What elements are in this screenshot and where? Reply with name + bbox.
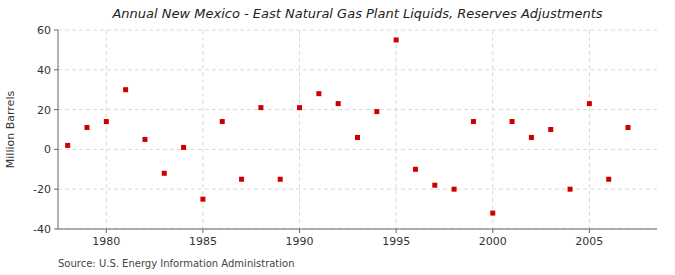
- point: [529, 135, 534, 140]
- x-tick: [396, 229, 397, 233]
- title: Annual New Mexico - East Natural Gas Pla…: [111, 6, 602, 21]
- point: [65, 143, 70, 148]
- point: [606, 177, 611, 182]
- x-tick: [299, 229, 300, 233]
- point: [123, 87, 128, 92]
- y-tick-label: -20: [33, 183, 51, 196]
- y-tick: [54, 149, 58, 150]
- point: [626, 125, 631, 130]
- point: [432, 183, 437, 188]
- y-grid-line: [58, 30, 657, 31]
- points: [65, 37, 630, 215]
- x-tick-label: 1985: [189, 235, 217, 248]
- y-tick: [54, 69, 58, 70]
- point: [471, 119, 476, 124]
- point: [394, 37, 399, 42]
- y-tick: [54, 189, 58, 190]
- point: [84, 125, 89, 130]
- point: [278, 177, 283, 182]
- y-axis-line: [58, 30, 59, 229]
- point: [162, 171, 167, 176]
- point: [181, 145, 186, 150]
- y-tick-label: 60: [37, 24, 51, 37]
- point: [568, 187, 573, 192]
- x-tick-label: 1990: [286, 235, 314, 248]
- point: [490, 211, 495, 216]
- y-grid-line: [58, 149, 657, 150]
- point: [258, 105, 263, 110]
- y-tick-label: -40: [33, 223, 51, 236]
- point: [142, 137, 147, 142]
- y-tick: [54, 109, 58, 110]
- x-tick: [492, 229, 493, 233]
- y-grid-line: [58, 189, 657, 190]
- x-grid-line: [492, 30, 493, 229]
- x-grid-line: [396, 30, 397, 229]
- point: [548, 127, 553, 132]
- y-axis-label: Million Barrels: [4, 91, 17, 169]
- y-grid-line: [58, 229, 657, 230]
- x-tick-label: 2005: [575, 235, 603, 248]
- x-tick: [202, 229, 203, 233]
- x-tick: [589, 229, 590, 233]
- point: [413, 167, 418, 172]
- point: [297, 105, 302, 110]
- axes: 1980 1985 1990 1995 2000 2005 -40 -20 0 20 40 60: [33, 24, 657, 248]
- x-tick-label: 1980: [92, 235, 120, 248]
- y-grid-line: [58, 109, 657, 110]
- x-grid-line: [299, 30, 300, 229]
- point: [587, 101, 592, 106]
- y-tick-label: 40: [37, 64, 51, 77]
- y-grid-line: [58, 69, 657, 70]
- y-tick-label: 0: [44, 143, 51, 156]
- y-tick-label: 20: [37, 104, 51, 117]
- point: [452, 187, 457, 192]
- point: [200, 197, 205, 202]
- point: [239, 177, 244, 182]
- point: [316, 91, 321, 96]
- point: [355, 135, 360, 140]
- chart-container: 1980 1985 1990 1995 2000 2005 -40 -20 0 20 40 60 Ann…: [0, 0, 675, 275]
- point: [510, 119, 515, 124]
- x-axis-line: [58, 229, 657, 230]
- point: [336, 101, 341, 106]
- point: [374, 109, 379, 114]
- x-tick: [106, 229, 107, 233]
- grid: [58, 30, 657, 229]
- point: [104, 119, 109, 124]
- x-tick-label: 2000: [479, 235, 507, 248]
- source-note: Source: U.S. Energy Information Administ…: [58, 258, 295, 269]
- x-grid-line: [589, 30, 590, 229]
- y-tick: [54, 229, 58, 230]
- point: [220, 119, 225, 124]
- x-grid-line: [106, 30, 107, 229]
- y-tick: [54, 30, 58, 31]
- chart-svg: 1980 1985 1990 1995 2000 2005 -40 -20 0 20 40 60 Ann…: [0, 0, 675, 275]
- x-tick-label: 1995: [382, 235, 410, 248]
